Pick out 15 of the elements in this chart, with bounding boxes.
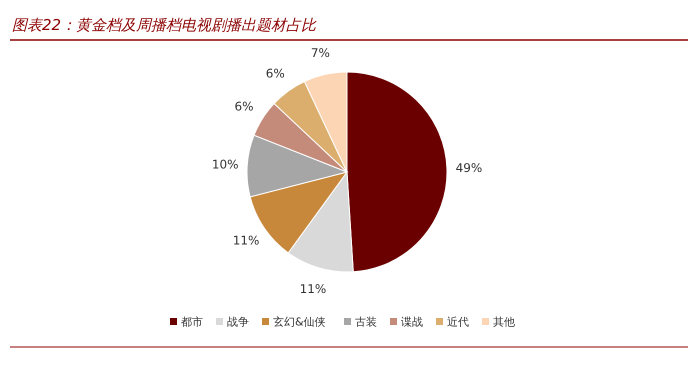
data-label: 49%	[456, 161, 482, 176]
legend-label: 古装	[355, 316, 377, 328]
legend-label: 近代	[447, 316, 469, 328]
data-label: 10%	[212, 157, 239, 172]
data-label: 11%	[300, 282, 326, 296]
legend-label: 玄幻&仙侠	[273, 316, 326, 328]
data-label: 6%	[234, 100, 254, 114]
legend-label: 谍战	[401, 316, 423, 328]
chart-title: 图表22：黄金档及周播档电视剧播出题材占比	[12, 16, 318, 34]
legend-label: 其他	[493, 316, 515, 328]
data-label: 7%	[310, 46, 330, 60]
data-label: 11%	[232, 234, 260, 248]
legend-label: 都市	[181, 316, 203, 328]
data-label: 6%	[266, 66, 285, 80]
legend-label: 战争	[227, 316, 249, 328]
